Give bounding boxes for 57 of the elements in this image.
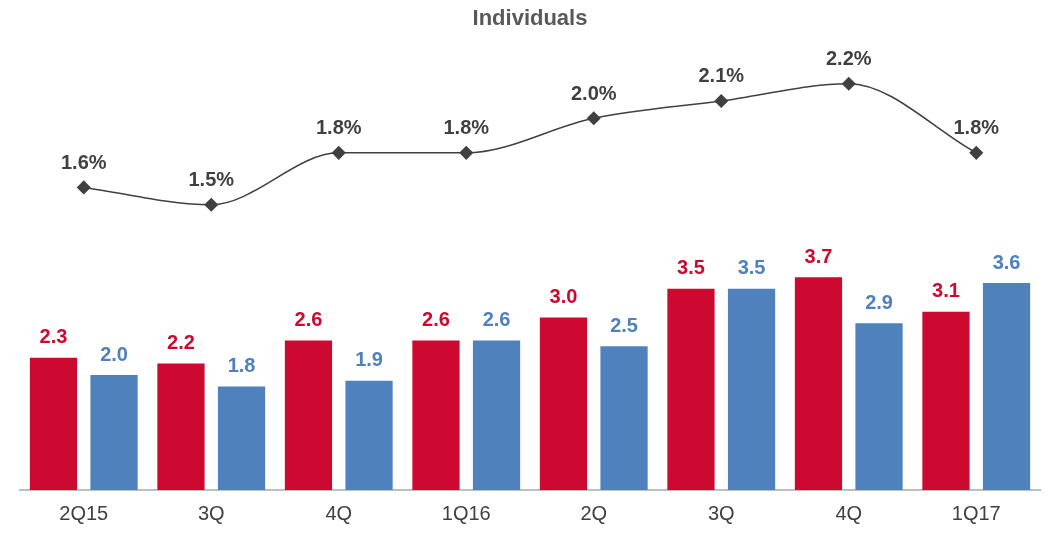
x-tick-label: 2Q [580, 501, 608, 524]
point [204, 197, 218, 212]
data-label: 2.6 [422, 308, 450, 331]
bar [345, 380, 393, 490]
data-label: 2.3 [39, 325, 68, 348]
x-tick-label: 4Q [325, 501, 353, 524]
data-label: 3.5 [677, 256, 705, 279]
bar [855, 323, 903, 490]
data-label: 1.6% [60, 150, 107, 173]
x-tick-label: 1Q16 [441, 501, 491, 524]
point [77, 180, 91, 195]
bar [284, 340, 333, 490]
data-label: 3.1 [932, 279, 960, 302]
data-label: 2.6 [482, 308, 511, 331]
data-label: 1.9 [355, 348, 383, 371]
data-label: 1.5% [188, 168, 235, 191]
x-tick-label: 4Q [835, 501, 863, 524]
point [969, 146, 983, 160]
bar [982, 283, 1031, 490]
bar [217, 386, 266, 490]
x-tick-label: 3Q [197, 501, 225, 524]
data-label: 2.1% [698, 64, 745, 87]
data-label: 2.9 [865, 290, 893, 313]
bar [412, 340, 460, 490]
data-label: 2.5 [610, 313, 638, 336]
bar [667, 288, 715, 490]
data-label: 3.5 [737, 256, 766, 279]
data-label: 1.8% [953, 116, 1000, 139]
bar [539, 317, 588, 490]
point [842, 76, 856, 91]
chart-title: Individuals [472, 5, 588, 31]
bar [472, 340, 521, 490]
point [714, 94, 728, 108]
data-label: 3.7 [804, 244, 833, 267]
point [587, 111, 601, 126]
x-tick-label: 3Q [707, 501, 735, 524]
bar [600, 346, 648, 490]
bar [90, 375, 138, 490]
data-label: 3.0 [549, 285, 578, 308]
data-label: 2.6 [294, 308, 323, 331]
bar [727, 288, 776, 490]
data-label: 2.0% [570, 81, 617, 104]
bar [922, 311, 970, 490]
point [332, 146, 346, 160]
data-label: 3.6 [992, 250, 1021, 273]
data-label: 2.2 [167, 331, 195, 354]
bar [794, 277, 843, 490]
data-label: 1.8% [315, 116, 362, 139]
data-label: 1.8% [443, 116, 490, 139]
data-label: 2.0 [100, 342, 128, 365]
x-tick-label: 1Q17 [951, 501, 1001, 524]
point [459, 146, 473, 160]
bar [29, 357, 78, 490]
data-label: 1.8 [227, 354, 256, 377]
x-tick-label: 2Q15 [59, 501, 109, 524]
bar [157, 363, 205, 490]
data-label: 2.2% [825, 47, 872, 70]
